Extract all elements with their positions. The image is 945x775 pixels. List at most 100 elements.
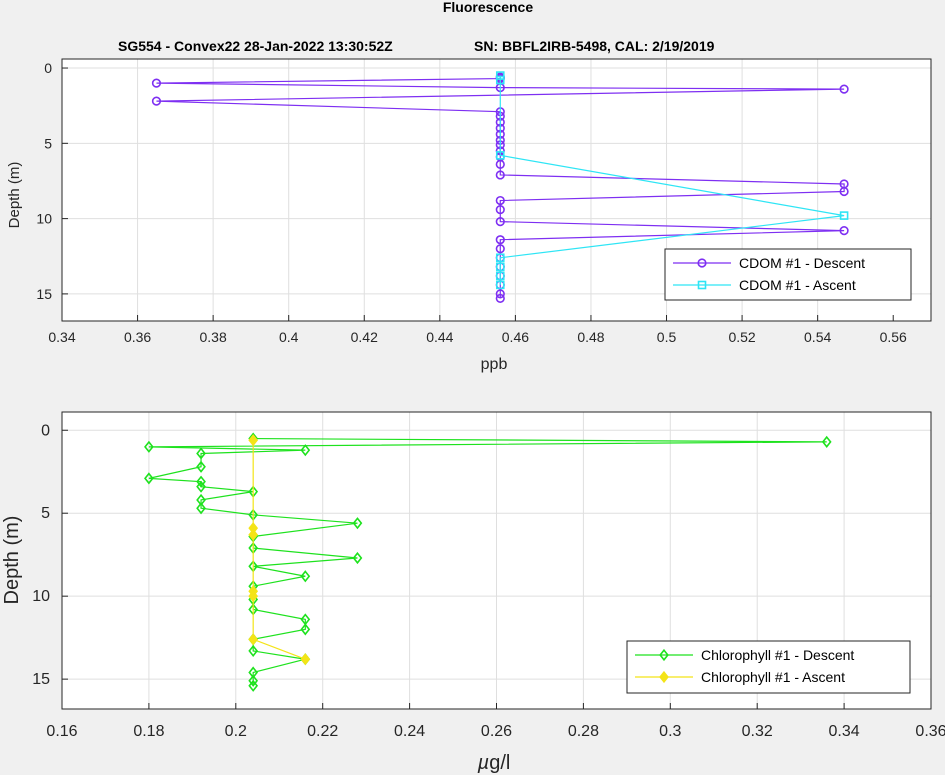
cdom-data-point: [495, 159, 505, 170]
chlorophyll-xlabel: µg/l: [477, 752, 511, 774]
cdom-legend-label: CDOM #1 - Descent: [739, 255, 865, 271]
cdom-ytick-label: 0: [44, 60, 52, 76]
chlorophyll-series-ascent: [248, 434, 311, 666]
chlorophyll-ytick-label: 0: [41, 422, 50, 439]
chlorophyll-data-point: [300, 444, 311, 457]
chlorophyll-ytick-label: 15: [32, 671, 50, 688]
cdom-legend-marker: [697, 280, 707, 290]
cdom-data-point: [839, 84, 849, 94]
cdom-xlabel: ppb: [481, 356, 508, 373]
chlorophyll-xtick-label: 0.28: [568, 723, 599, 740]
chlorophyll-data-point: [248, 666, 259, 679]
cdom-data-point: [495, 293, 505, 304]
cdom-data-point: [495, 75, 505, 85]
chlorophyll-legend-box: [626, 640, 911, 694]
cdom-legend-box: [664, 248, 912, 301]
chlorophyll-xtick-label: 0.34: [829, 723, 860, 740]
cdom-data-point: [839, 211, 849, 220]
cdom-data-point: [839, 226, 849, 236]
figure-title: Fluorescence: [443, 0, 533, 15]
cdom-data-point: [151, 78, 162, 88]
chlorophyll-series: [144, 432, 832, 692]
cdom-data-point: [495, 151, 505, 160]
chlorophyll-data-point: [352, 551, 363, 565]
cdom-data-point: [495, 289, 505, 299]
chlorophyll-legend-marker: [659, 648, 669, 662]
figure-subtitle-left: SG554 - Convex22 28-Jan-2022 13:30:52Z: [118, 38, 393, 54]
cdom-series-line: [499, 75, 845, 285]
chlorophyll-xtick-label: 0.36: [915, 723, 945, 740]
chlorophyll-data-point: [248, 590, 259, 603]
chlorophyll-data-point: [248, 644, 259, 658]
cdom-data-point: [495, 71, 505, 80]
cdom-xtick-label: 0.44: [426, 329, 453, 345]
cdom-xtick-label: 0.34: [48, 329, 75, 345]
cdom-data-point: [495, 262, 505, 272]
chlorophyll-plot: 0.16 0.18 0.2 0.22 0.24 0.26 0.28 0.3 0.32 0.34 0.…: [1, 411, 945, 774]
chlorophyll-xtick-label: 0.32: [742, 723, 773, 740]
chlorophyll-ytick-label: 5: [41, 505, 50, 522]
cdom-ytick-label: 10: [36, 211, 52, 227]
chlorophyll-xtick-label: 0.2: [225, 723, 247, 740]
cdom-xtick-label: 0.48: [577, 329, 604, 345]
cdom-ylabel: Depth (m): [6, 162, 23, 229]
chlorophyll-xtick-label: 0.3: [659, 723, 681, 740]
chlorophyll-ticks: 0.16 0.18 0.2 0.22 0.24 0.26 0.28 0.3 0.32 0.34 0.…: [32, 422, 945, 740]
cdom-xtick-label: 0.42: [351, 329, 378, 345]
chlorophyll-data-point: [144, 472, 154, 485]
cdom-xtick-label: 0.38: [200, 329, 227, 345]
chlorophyll-data-point: [300, 623, 311, 636]
cdom-xtick-label: 0.54: [804, 329, 831, 345]
chlorophyll-data-point: [248, 674, 259, 687]
chlorophyll-data-point: [248, 633, 259, 646]
cdom-legend-label: CDOM #1 - Ascent: [739, 277, 856, 293]
chlorophyll-ytick-label: 10: [32, 588, 50, 605]
chlorophyll-xtick-label: 0.18: [133, 723, 164, 740]
chlorophyll-data-point: [248, 434, 259, 447]
cdom-xtick-label: 0.4: [279, 329, 299, 345]
chlorophyll-data-point: [196, 447, 206, 460]
chlorophyll-data-point: [248, 679, 259, 692]
cdom-series-ascent: [495, 71, 849, 290]
cdom-data-point: [495, 204, 505, 215]
cdom-xtick-label: 0.52: [728, 329, 755, 345]
chlorophyll-data-point: [144, 440, 154, 453]
chlorophyll-xlabel-unit: g/l: [489, 752, 510, 774]
chlorophyll-xlabel-mu: µ: [477, 752, 490, 774]
cdom-data-point: [495, 253, 505, 263]
cdom-series: [151, 71, 849, 304]
cdom-ytick-label: 15: [36, 286, 52, 302]
chlorophyll-data-point: [196, 493, 206, 507]
cdom-data-point: [495, 244, 505, 254]
chlorophyll-ylabel: Depth (m): [1, 516, 23, 605]
chlorophyll-data-point: [196, 480, 206, 493]
cdom-legend: CDOM #1 - Descent CDOM #1 - Ascent: [664, 248, 912, 301]
chlorophyll-data-point: [300, 570, 311, 583]
chlorophyll-xtick-label: 0.26: [481, 723, 512, 740]
cdom-plot: 0.34 0.36 0.38 0.4 0.42 0.44 0.46 0.48 0.5 0.52 0.…: [6, 58, 932, 373]
cdom-xtick-label: 0.5: [657, 329, 677, 345]
cdom-legend-marker: [697, 258, 707, 268]
chlorophyll-data-point: [352, 517, 363, 530]
cdom-ticks: 0.34 0.36 0.38 0.4 0.42 0.44 0.46 0.48 0.5 0.52 0.…: [36, 60, 907, 345]
cdom-data-point: [839, 186, 849, 197]
chlorophyll-data-point: [821, 435, 832, 448]
cdom-data-point: [495, 195, 505, 206]
figure-subtitle-right: SN: BBFL2IRB-5498, CAL: 2/19/2019: [474, 38, 715, 54]
chlorophyll-legend-marker: [659, 670, 669, 684]
cdom-data-point: [495, 271, 505, 281]
cdom-ytick-label: 5: [44, 135, 52, 151]
chlorophyll-data-point: [196, 475, 206, 488]
chlorophyll-data-point: [300, 653, 311, 666]
chlorophyll-data-point: [196, 460, 206, 473]
chlorophyll-data-point: [196, 502, 206, 515]
cdom-data-point: [495, 235, 505, 245]
cdom-plot-frame: [61, 58, 932, 322]
chlorophyll-xtick-label: 0.22: [307, 723, 338, 740]
cdom-data-point: [151, 96, 162, 106]
chlorophyll-legend-label: Chlorophyll #1 - Ascent: [701, 669, 845, 685]
chlorophyll-legend-label: Chlorophyll #1 - Descent: [701, 647, 854, 663]
chlorophyll-data-point: [248, 528, 259, 541]
chlorophyll-legend: Chlorophyll #1 - Descent Chlorophyll #1 -…: [626, 640, 911, 694]
